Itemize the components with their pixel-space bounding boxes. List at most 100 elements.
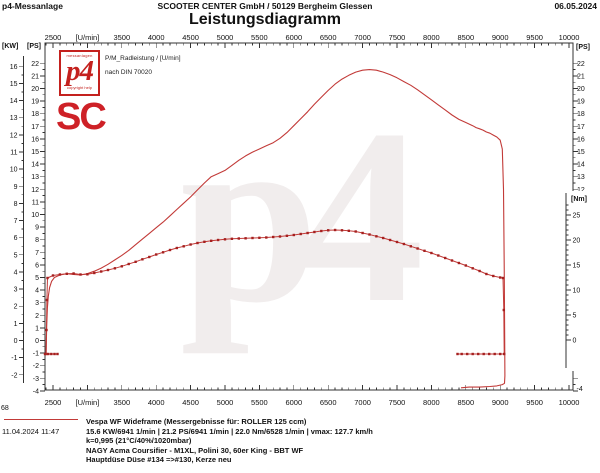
svg-text:14: 14 <box>577 162 585 169</box>
svg-text:16: 16 <box>10 64 18 71</box>
svg-text:10000: 10000 <box>559 33 580 42</box>
svg-text:25: 25 <box>573 213 581 220</box>
info-jetting: Hauptdüse Düse #134 =>#130, Kerze neu <box>86 455 232 465</box>
svg-text:7500: 7500 <box>389 398 406 407</box>
svg-text:5: 5 <box>35 275 39 282</box>
svg-text:7: 7 <box>35 250 39 257</box>
svg-text:5000: 5000 <box>217 398 234 407</box>
svg-text:9000: 9000 <box>492 398 509 407</box>
svg-text:20: 20 <box>577 86 585 93</box>
svg-text:3500: 3500 <box>113 398 130 407</box>
svg-text:13: 13 <box>31 174 39 181</box>
info-vehicle: Vespa WF Wideframe (Messergebnisse für: … <box>86 417 307 426</box>
svg-text:1: 1 <box>35 325 39 332</box>
svg-text:5: 5 <box>573 313 577 320</box>
svg-text:11: 11 <box>10 150 17 157</box>
svg-text:4000: 4000 <box>148 398 165 407</box>
torque-nm-curve <box>45 229 505 355</box>
svg-text:3: 3 <box>14 287 18 294</box>
svg-text:19: 19 <box>31 99 39 106</box>
svg-text:-3: -3 <box>33 376 39 383</box>
svg-text:[U/min]: [U/min] <box>76 33 100 42</box>
svg-text:[Nm]: [Nm] <box>571 196 587 203</box>
run-number: 68 <box>1 405 9 412</box>
svg-text:9: 9 <box>35 225 39 232</box>
svg-text:19: 19 <box>577 99 585 106</box>
svg-text:-4: -4 <box>577 386 583 393</box>
svg-text:10: 10 <box>31 212 39 219</box>
svg-text:-1: -1 <box>33 351 39 358</box>
svg-text:4: 4 <box>14 269 18 276</box>
svg-text:8500: 8500 <box>457 33 474 42</box>
p4-watermark: p4 <box>180 78 424 355</box>
svg-text:0: 0 <box>35 338 39 345</box>
svg-text:6000: 6000 <box>285 398 302 407</box>
svg-text:2500: 2500 <box>45 398 62 407</box>
svg-text:17: 17 <box>31 124 39 131</box>
p4-logo: messanlagen p4 copyright help <box>59 50 100 96</box>
info-correction: k=0,995 (21°C/40%/1020mbar) <box>86 436 192 446</box>
scooter-center-logo: SC <box>56 96 107 138</box>
report-date: 06.05.2024 <box>554 1 597 11</box>
legend-norm-label: nach DIN 70020 <box>105 68 152 76</box>
svg-text:2500: 2500 <box>45 33 62 42</box>
svg-text:8: 8 <box>14 201 18 208</box>
svg-text:1: 1 <box>14 321 18 328</box>
svg-text:[KW]: [KW] <box>2 43 18 50</box>
svg-text:-2: -2 <box>33 363 39 370</box>
info-peaks: 15.6 KW/6941 1/min | 21.2 PS/6941 1/min … <box>86 426 373 436</box>
svg-text:16: 16 <box>31 136 39 143</box>
svg-text:7000: 7000 <box>354 33 371 42</box>
series <box>43 69 506 389</box>
svg-text:10000: 10000 <box>559 398 580 407</box>
svg-text:[PS]: [PS] <box>27 43 41 50</box>
svg-text:[U/min]: [U/min] <box>76 398 100 407</box>
legend-series-label: P/M_Radleistung / [U/min] <box>105 55 181 62</box>
svg-text:6: 6 <box>35 262 39 269</box>
run-color-indicator <box>4 419 78 420</box>
svg-text:12: 12 <box>10 132 18 139</box>
y-axis-ps-right: 12 13 14 15 16 17 18 19 20 21 22 [PS] -4 <box>573 44 590 393</box>
info-setup: NAGY Acma Coursifier - M1XL, Polini 30, … <box>86 445 304 455</box>
svg-text:20: 20 <box>31 86 39 93</box>
svg-text:7: 7 <box>14 218 18 225</box>
x-axis: 2500 2500 [U/min] [U/min] 3500 3500 4000 4000 45… <box>45 33 580 407</box>
svg-text:13: 13 <box>10 115 18 122</box>
page-title: Leistungsdiagramm <box>188 11 342 28</box>
svg-text:10: 10 <box>10 167 18 174</box>
svg-text:9: 9 <box>14 184 18 191</box>
svg-text:-1: -1 <box>11 355 17 362</box>
svg-text:3: 3 <box>35 300 39 307</box>
svg-text:16: 16 <box>577 136 585 143</box>
svg-text:9500: 9500 <box>526 33 543 42</box>
svg-text:2: 2 <box>35 313 39 320</box>
svg-text:6500: 6500 <box>320 33 337 42</box>
svg-text:6500: 6500 <box>320 398 337 407</box>
svg-text:7500: 7500 <box>389 33 406 42</box>
svg-text:4500: 4500 <box>182 398 199 407</box>
svg-text:20: 20 <box>573 238 581 245</box>
svg-text:4000: 4000 <box>148 33 165 42</box>
svg-text:9000: 9000 <box>492 33 509 42</box>
svg-text:2: 2 <box>14 304 18 311</box>
wheel-power-ps-curve <box>45 69 506 389</box>
svg-text:21: 21 <box>577 73 585 80</box>
svg-text:-4: -4 <box>33 388 39 395</box>
svg-text:6000: 6000 <box>285 33 302 42</box>
svg-text:12: 12 <box>577 187 585 194</box>
chart-legend: P/M_Radleistung / [U/min] nach DIN 70020 <box>105 52 181 79</box>
measurement-datetime: 11.04.2024 11:47 <box>2 427 60 436</box>
svg-text:15: 15 <box>577 149 585 156</box>
svg-text:14: 14 <box>31 162 39 169</box>
svg-text:0: 0 <box>573 338 577 345</box>
svg-text:15: 15 <box>31 149 39 156</box>
svg-text:21: 21 <box>31 73 39 80</box>
svg-text:8000: 8000 <box>423 33 440 42</box>
app-name: p4-Messanlage <box>2 1 63 11</box>
svg-text:10: 10 <box>573 288 581 295</box>
svg-text:5500: 5500 <box>251 33 268 42</box>
svg-text:15: 15 <box>10 81 18 88</box>
measurement-info: Vespa WF Wideframe (Messergebnisse für: … <box>86 417 373 465</box>
